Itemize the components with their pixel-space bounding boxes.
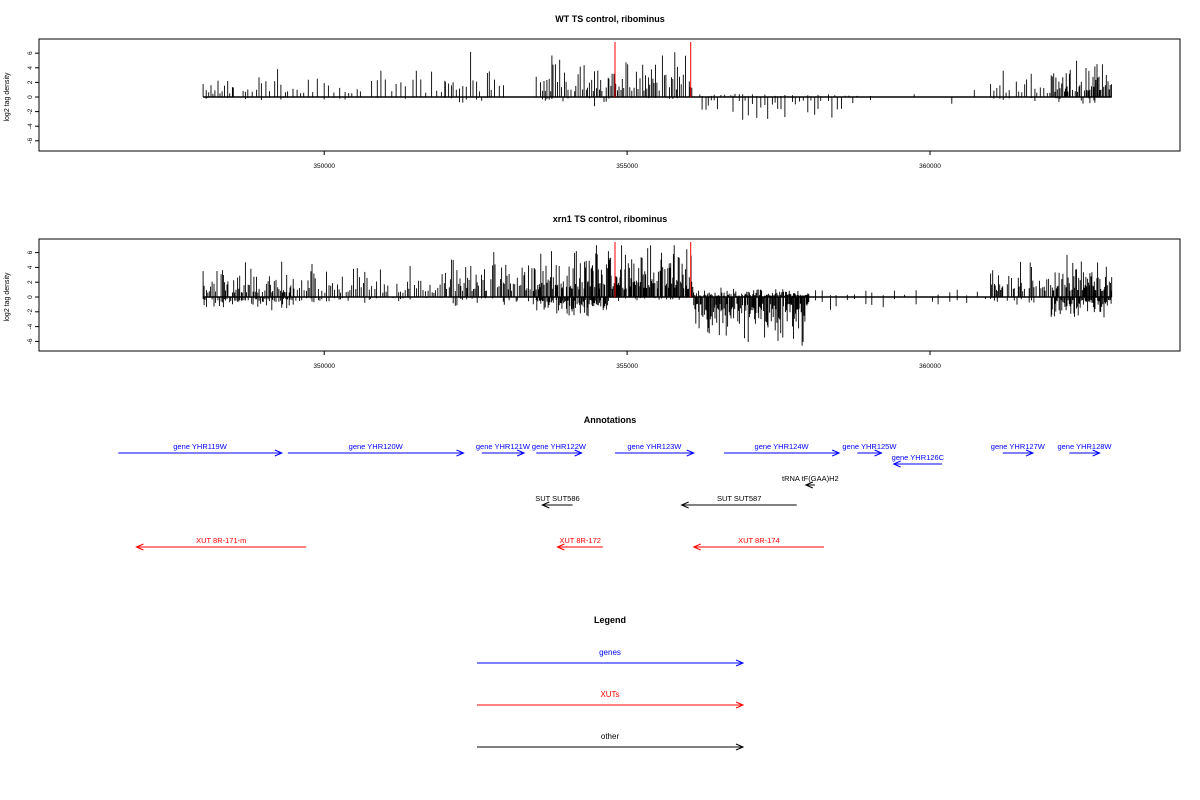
legend-title: Legend (594, 615, 626, 625)
y-tick-label: 0 (27, 295, 34, 299)
legend-arrowhead-genes (735, 659, 745, 667)
density-bars (202, 245, 1113, 346)
panel-xrn1-ylabel: log2 tag density (4, 272, 11, 322)
panel-wt-plot: -6 -4 -2 0 2 4 6 350000 355000 360000 (27, 42, 1112, 170)
legend-item-other: other (477, 732, 745, 751)
annotation-feature: gene YHR123W (614, 442, 696, 457)
panel-wt-ylabel: log2 tag density (4, 72, 11, 122)
y-tick-label: -6 (27, 138, 34, 144)
annotation-arrowhead (874, 449, 883, 457)
annotation-label: SUT SUT587 (717, 494, 761, 503)
annotation-label: gene YHR128W (1057, 442, 1112, 451)
annotation-label: XUT 8R-172 (559, 536, 601, 545)
legend-label-xuts: XUTs (600, 690, 619, 699)
y-tick-label: -4 (27, 123, 34, 129)
annotation-feature: tRNA tF(GAA)H2 (782, 474, 839, 489)
y-tick-label: 4 (27, 66, 34, 70)
legend-arrowhead-xuts (735, 701, 745, 709)
y-tick-label: 6 (27, 250, 34, 254)
x-tick-label: 350000 (313, 163, 335, 170)
annotation-arrowhead (892, 460, 901, 468)
annotation-feature: gene YHR124W (724, 442, 841, 457)
annotation-arrowhead (574, 449, 583, 457)
annotation-label: gene YHR123W (627, 442, 682, 451)
annotation-label: gene YHR124W (755, 442, 810, 451)
y-tick-label: -2 (27, 108, 34, 114)
annotation-arrowhead (135, 543, 144, 551)
annotation-feature: gene YHR127W (991, 442, 1046, 457)
annotation-feature: XUT 8R-172 (556, 536, 603, 551)
annotation-feature: gene YHR122W (532, 442, 587, 457)
annotation-arrowhead (456, 449, 465, 457)
annotation-arrowhead (680, 501, 689, 509)
annotation-feature: gene YHR119W (118, 442, 284, 457)
x-tick-label: 355000 (616, 363, 638, 370)
legend-item-xuts: XUTs (477, 690, 745, 709)
y-tick-label: 4 (27, 265, 34, 269)
legend-label-other: other (601, 732, 620, 741)
annotation-features: gene YHR119W gene YHR120W gene YHR121W gene… (118, 442, 1112, 551)
annotation-arrowhead (556, 543, 565, 551)
annotations-panel: Annotations gene YHR119W gene YHR120W gene… (118, 415, 1112, 551)
annotation-feature: SUT SUT586 (535, 494, 580, 509)
legend-item-genes: genes (477, 648, 745, 667)
y-tick-label: -4 (27, 323, 34, 329)
annotation-arrowhead (804, 481, 814, 489)
annotation-feature: gene YHR128W (1057, 442, 1112, 457)
annotation-arrowhead (541, 501, 550, 509)
density-bars (202, 51, 1112, 120)
legend-label-genes: genes (599, 648, 621, 657)
annotation-feature: gene YHR126C (892, 453, 945, 468)
annotation-feature: XUT 8R-171-m (135, 536, 307, 551)
panel-xrn1-frame (38, 238, 1181, 352)
y-tick-label: 6 (27, 51, 34, 55)
annotation-arrowhead (831, 449, 841, 457)
annotation-arrowhead (274, 449, 284, 457)
annotation-arrowhead (1092, 449, 1101, 457)
annotation-label: gene YHR119W (173, 442, 227, 451)
annotation-label: gene YHR122W (532, 442, 587, 451)
annotation-feature: gene YHR125W (842, 442, 897, 457)
x-tick-label: 355000 (616, 163, 638, 170)
y-tick-label: -2 (27, 309, 34, 315)
annotation-arrowhead (686, 449, 696, 457)
panel-wt-title: WT TS control, ribominus (555, 14, 665, 24)
panel-xrn1: xrn1 TS control, ribominus log2 tag dens… (4, 214, 1181, 370)
panel-xrn1-plot: -6 -4 -2 0 2 4 6 350000 355000 360000 (27, 242, 1113, 370)
x-tick-label: 360000 (919, 363, 941, 370)
panel-wt-frame (38, 38, 1181, 152)
annotation-feature: gene YHR120W (287, 442, 465, 457)
annotation-label: SUT SUT586 (535, 494, 579, 503)
legend-arrowhead-other (735, 743, 745, 751)
annotation-label: gene YHR125W (842, 442, 897, 451)
annotation-arrowhead (1025, 449, 1035, 457)
annotation-label: gene YHR120W (349, 442, 404, 451)
annotation-feature: SUT SUT587 (680, 494, 797, 509)
annotation-label: XUT 8R-171-m (196, 536, 246, 545)
x-tick-label: 360000 (919, 163, 941, 170)
annotations-title: Annotations (584, 415, 637, 425)
annotation-label: tRNA tF(GAA)H2 (782, 474, 839, 483)
x-tick-label: 350000 (313, 363, 335, 370)
y-tick-label: -6 (27, 338, 34, 344)
annotation-feature: XUT 8R-174 (692, 536, 824, 551)
annotation-label: XUT 8R-174 (738, 536, 780, 545)
annotation-label: gene YHR121W (476, 442, 531, 451)
panel-wt: WT TS control, ribominus log2 tag densit… (4, 14, 1181, 170)
annotation-arrowhead (516, 449, 526, 457)
y-tick-label: 2 (27, 80, 34, 84)
annotation-feature: gene YHR121W (476, 442, 531, 457)
annotation-label: gene YHR127W (991, 442, 1046, 451)
annotation-arrowhead (692, 543, 701, 551)
annotation-label: gene YHR126C (892, 453, 945, 462)
y-tick-label: 0 (27, 95, 34, 99)
legend-panel: Legend genes XUTs other (477, 615, 745, 751)
panel-xrn1-title: xrn1 TS control, ribominus (553, 214, 668, 224)
y-tick-label: 2 (27, 280, 34, 284)
